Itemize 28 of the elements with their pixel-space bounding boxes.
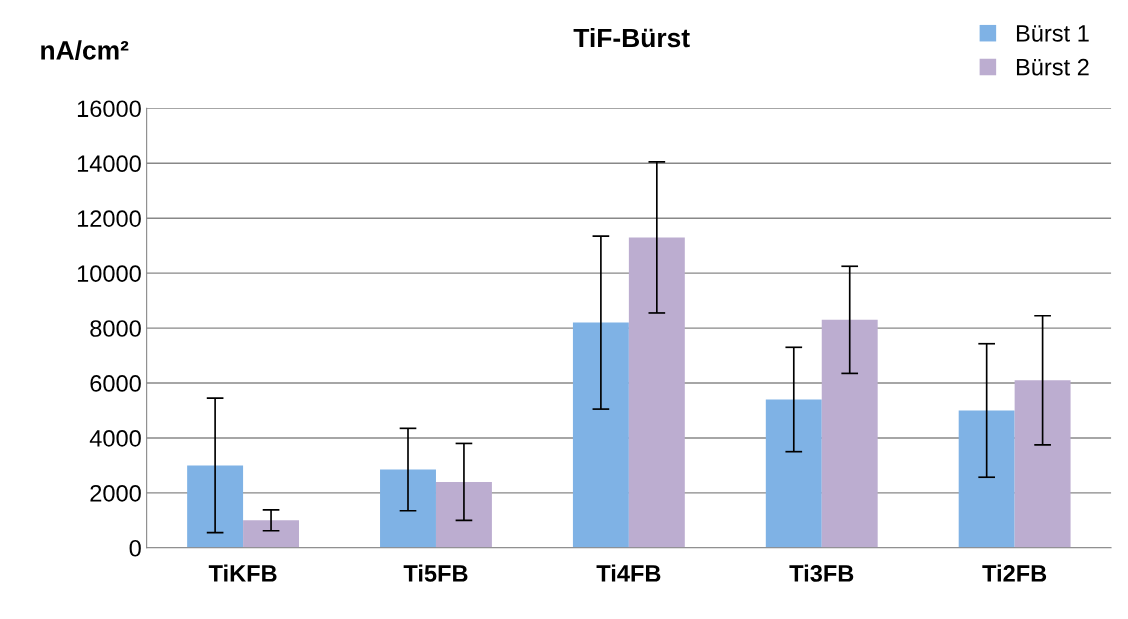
bar bbox=[572, 322, 629, 548]
y-tick-label: 6000 bbox=[90, 375, 141, 392]
chart-title: TiF-Bürst bbox=[573, 27, 690, 48]
bar bbox=[628, 237, 685, 548]
x-tick-label: Ti3FB bbox=[789, 564, 854, 582]
x-tick-label: TiKFB bbox=[208, 564, 277, 582]
y-tick-label: 8000 bbox=[90, 320, 141, 337]
y-tick-label: 10000 bbox=[77, 265, 141, 282]
x-tick-label: Ti5FB bbox=[403, 564, 468, 582]
bar bbox=[765, 399, 822, 548]
y-tick-label: 0 bbox=[129, 539, 141, 557]
y-axis-title: nA/cm² bbox=[41, 40, 129, 60]
bar bbox=[958, 410, 1015, 548]
x-tick-label: Ti2FB bbox=[982, 564, 1047, 582]
bar bbox=[435, 481, 492, 548]
y-tick-label: 4000 bbox=[89, 430, 141, 447]
y-tick-label: 2000 bbox=[90, 484, 141, 502]
legend-label: Bürst 1 bbox=[1016, 25, 1089, 42]
bar bbox=[187, 465, 244, 548]
bar bbox=[243, 520, 300, 548]
bar bbox=[1014, 380, 1071, 548]
x-tick-label: Ti4FB bbox=[596, 564, 661, 582]
bar bbox=[821, 319, 878, 548]
y-tick-label: 16000 bbox=[77, 100, 141, 118]
y-tick-label: 14000 bbox=[77, 155, 141, 173]
bar bbox=[380, 469, 436, 548]
legend-label: Bürst 2 bbox=[1016, 58, 1089, 76]
y-tick-label: 12000 bbox=[77, 210, 141, 227]
